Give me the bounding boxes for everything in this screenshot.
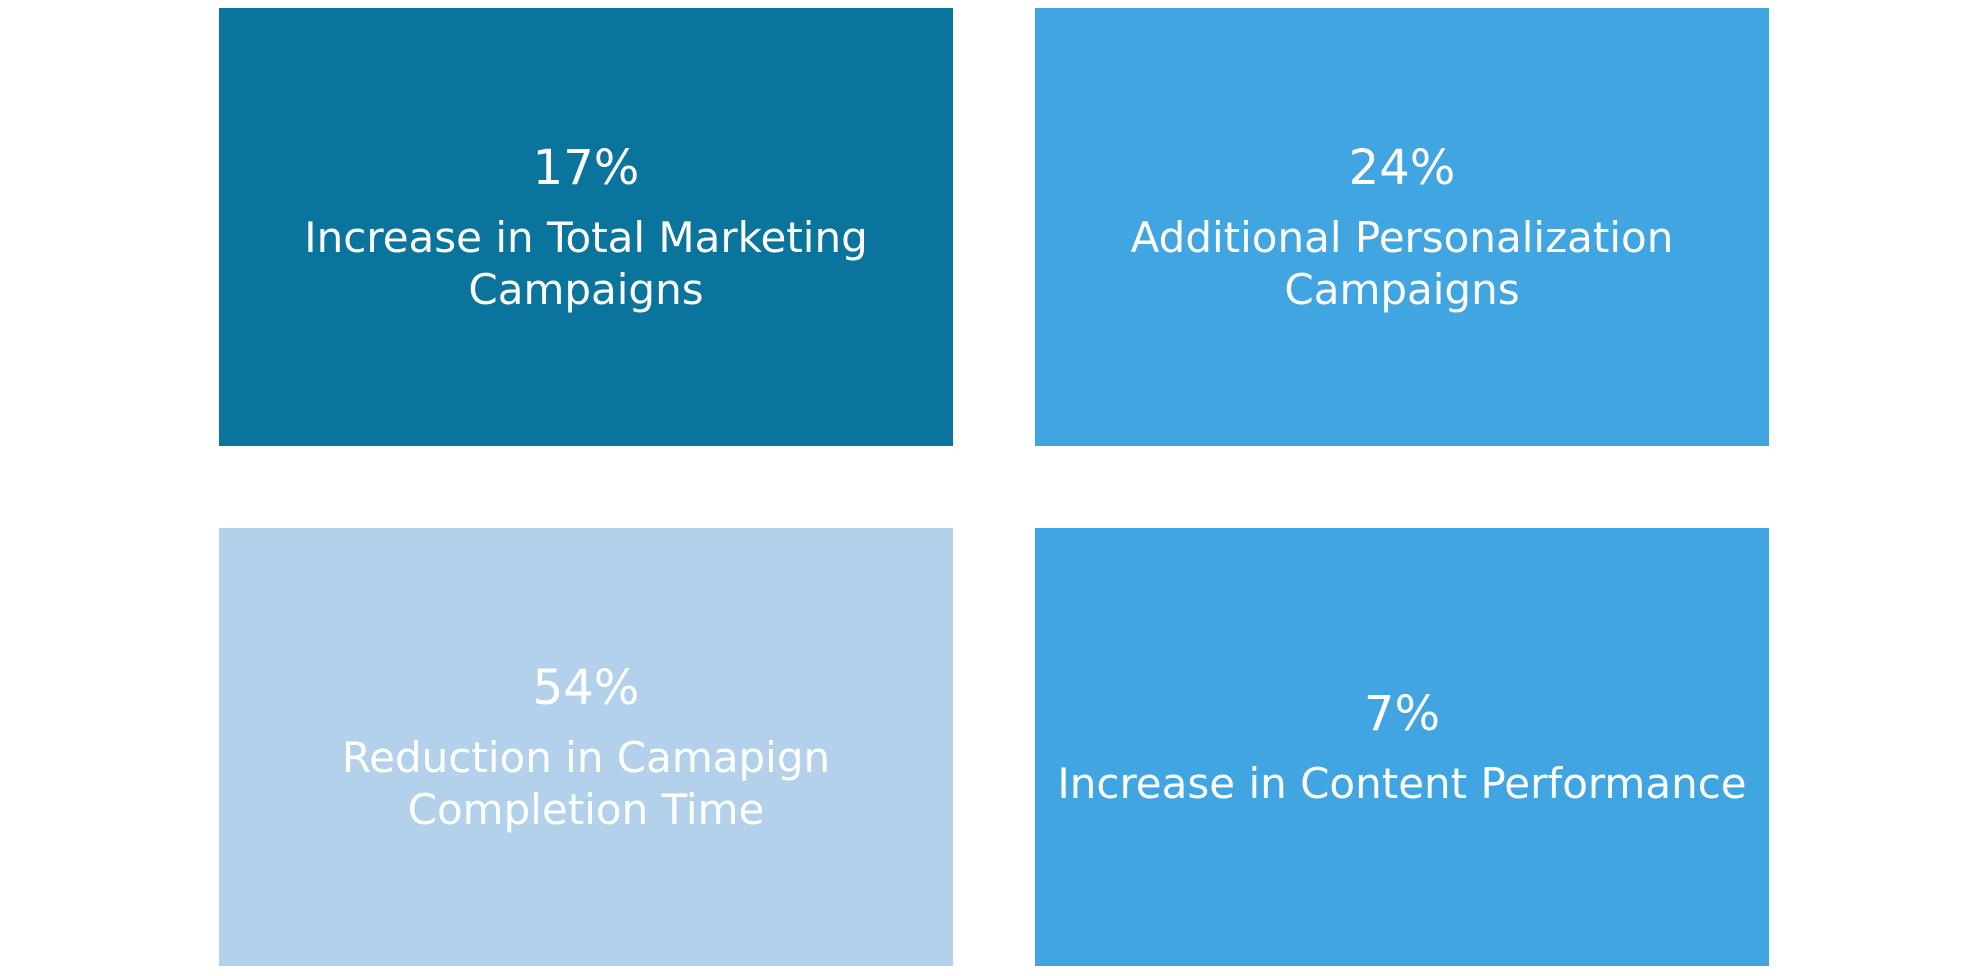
stat-tile-completion-time: 54% Reduction in Camapign Completion Tim… <box>219 528 953 966</box>
stat-value: 24% <box>1348 140 1456 196</box>
stat-label-line: Campaigns <box>1284 265 1520 314</box>
stat-tile-personalization-campaigns: 24% Additional Personalization Campaigns <box>1035 8 1769 446</box>
stat-label-line: Completion Time <box>407 785 765 834</box>
stat-value: 7% <box>1363 686 1441 742</box>
stat-label-line: Increase in Total Marketing <box>304 213 868 262</box>
stat-label-line: Campaigns <box>468 265 704 314</box>
stat-label: Increase in Content Performance <box>1057 758 1746 810</box>
stat-label: Increase in Total Marketing Campaigns <box>304 212 868 316</box>
stat-tile-total-marketing-campaigns: 17% Increase in Total Marketing Campaign… <box>219 8 953 446</box>
stat-label: Reduction in Camapign Completion Time <box>342 732 830 836</box>
stat-tile-content-performance: 7% Increase in Content Performance <box>1035 528 1769 966</box>
stat-value: 54% <box>532 660 640 716</box>
stat-label-line: Additional Personalization <box>1130 213 1674 262</box>
stat-label-line: Increase in Content Performance <box>1057 759 1747 808</box>
stat-label-line: Reduction in Camapign <box>341 733 831 782</box>
stat-label: Additional Personalization Campaigns <box>1131 212 1674 316</box>
stat-value: 17% <box>532 140 640 196</box>
